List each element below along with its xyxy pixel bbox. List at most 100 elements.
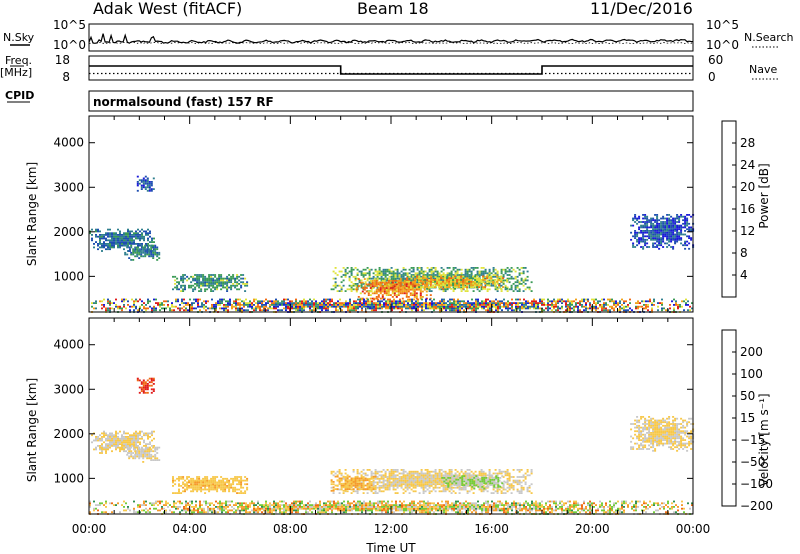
data-cell <box>525 304 527 306</box>
data-cell <box>449 304 451 306</box>
data-cell <box>666 235 669 238</box>
data-cell <box>374 268 377 271</box>
data-cell <box>287 307 289 310</box>
data-cell <box>117 441 119 444</box>
data-cell <box>400 486 403 489</box>
data-cell <box>220 279 223 282</box>
data-cell <box>672 235 675 238</box>
data-cell <box>315 302 317 304</box>
data-cell <box>436 272 439 275</box>
data-cell <box>402 268 405 271</box>
data-cell <box>625 305 627 308</box>
data-cell <box>343 302 345 304</box>
data-cell <box>468 270 471 273</box>
data-cell <box>462 282 465 285</box>
data-cell <box>507 307 509 310</box>
data-cell <box>668 238 671 241</box>
data-cell <box>455 305 457 308</box>
data-cell <box>129 439 131 442</box>
data-cell <box>390 281 393 284</box>
data-cell <box>347 309 349 312</box>
data-cell <box>208 277 211 280</box>
data-cell <box>486 280 489 283</box>
data-cell <box>210 485 213 487</box>
data-cell <box>399 288 402 291</box>
data-cell <box>549 304 551 306</box>
data-cell <box>140 452 143 454</box>
data-cell <box>567 298 569 301</box>
data-cell <box>265 305 267 308</box>
data-cell <box>200 481 203 484</box>
data-cell <box>382 481 385 484</box>
data-cell <box>473 302 475 304</box>
data-cell <box>283 298 285 301</box>
data-cell <box>362 476 365 478</box>
data-cell <box>471 304 473 306</box>
data-cell <box>224 277 227 280</box>
data-cell <box>379 281 382 284</box>
data-cell <box>396 277 399 280</box>
data-cell <box>415 304 417 306</box>
data-cell <box>111 450 113 453</box>
data-cell <box>142 381 145 384</box>
data-cell <box>442 280 445 283</box>
data-cell <box>470 284 473 287</box>
data-cell <box>522 270 525 273</box>
data-cell <box>133 309 135 312</box>
data-cell <box>245 302 247 304</box>
data-cell <box>445 305 447 308</box>
data-cell <box>430 274 433 276</box>
data-cell <box>360 279 363 282</box>
data-cell <box>642 217 645 220</box>
data-cell <box>463 302 465 304</box>
data-cell <box>432 286 435 288</box>
data-cell <box>222 481 225 484</box>
data-cell <box>617 302 619 304</box>
data-cell <box>452 275 455 278</box>
data-cell <box>354 284 357 287</box>
data-cell <box>156 255 159 258</box>
data-cell <box>214 486 217 489</box>
data-cell <box>232 284 235 287</box>
data-cell <box>653 304 655 306</box>
data-cell <box>357 278 360 280</box>
data-cell <box>121 235 123 238</box>
data-cell <box>661 307 663 310</box>
data-cell <box>183 302 185 304</box>
data-cell <box>135 439 137 442</box>
data-cell <box>407 304 409 306</box>
data-cell <box>418 479 421 482</box>
data-cell <box>383 292 386 295</box>
data-cell <box>656 238 659 241</box>
data-cell <box>204 483 207 486</box>
data-cell <box>230 275 233 278</box>
data-cell <box>621 307 623 310</box>
data-cell <box>648 233 651 236</box>
data-cell <box>390 470 393 473</box>
data-cell <box>579 309 581 312</box>
data-cell <box>452 274 455 276</box>
data-cell <box>178 288 180 291</box>
data-cell <box>421 302 423 304</box>
data-cell <box>364 281 367 284</box>
data-cell <box>522 281 525 284</box>
data-cell <box>129 443 131 445</box>
data-cell <box>489 305 491 308</box>
data-cell <box>232 283 235 285</box>
data-cell <box>210 483 213 486</box>
data-cell <box>213 304 215 306</box>
data-cell <box>283 307 285 310</box>
data-cell <box>152 250 155 252</box>
data-cell <box>523 304 525 306</box>
data-cell <box>524 283 527 285</box>
data-cell <box>140 186 143 189</box>
data-cell <box>401 292 404 295</box>
data-cell <box>144 452 147 454</box>
data-cell <box>412 290 415 292</box>
data-cell <box>512 268 515 271</box>
data-cell <box>636 240 639 243</box>
data-cell <box>353 305 355 308</box>
data-cell <box>348 288 351 291</box>
data-cell <box>638 242 641 245</box>
data-cell <box>132 455 135 458</box>
